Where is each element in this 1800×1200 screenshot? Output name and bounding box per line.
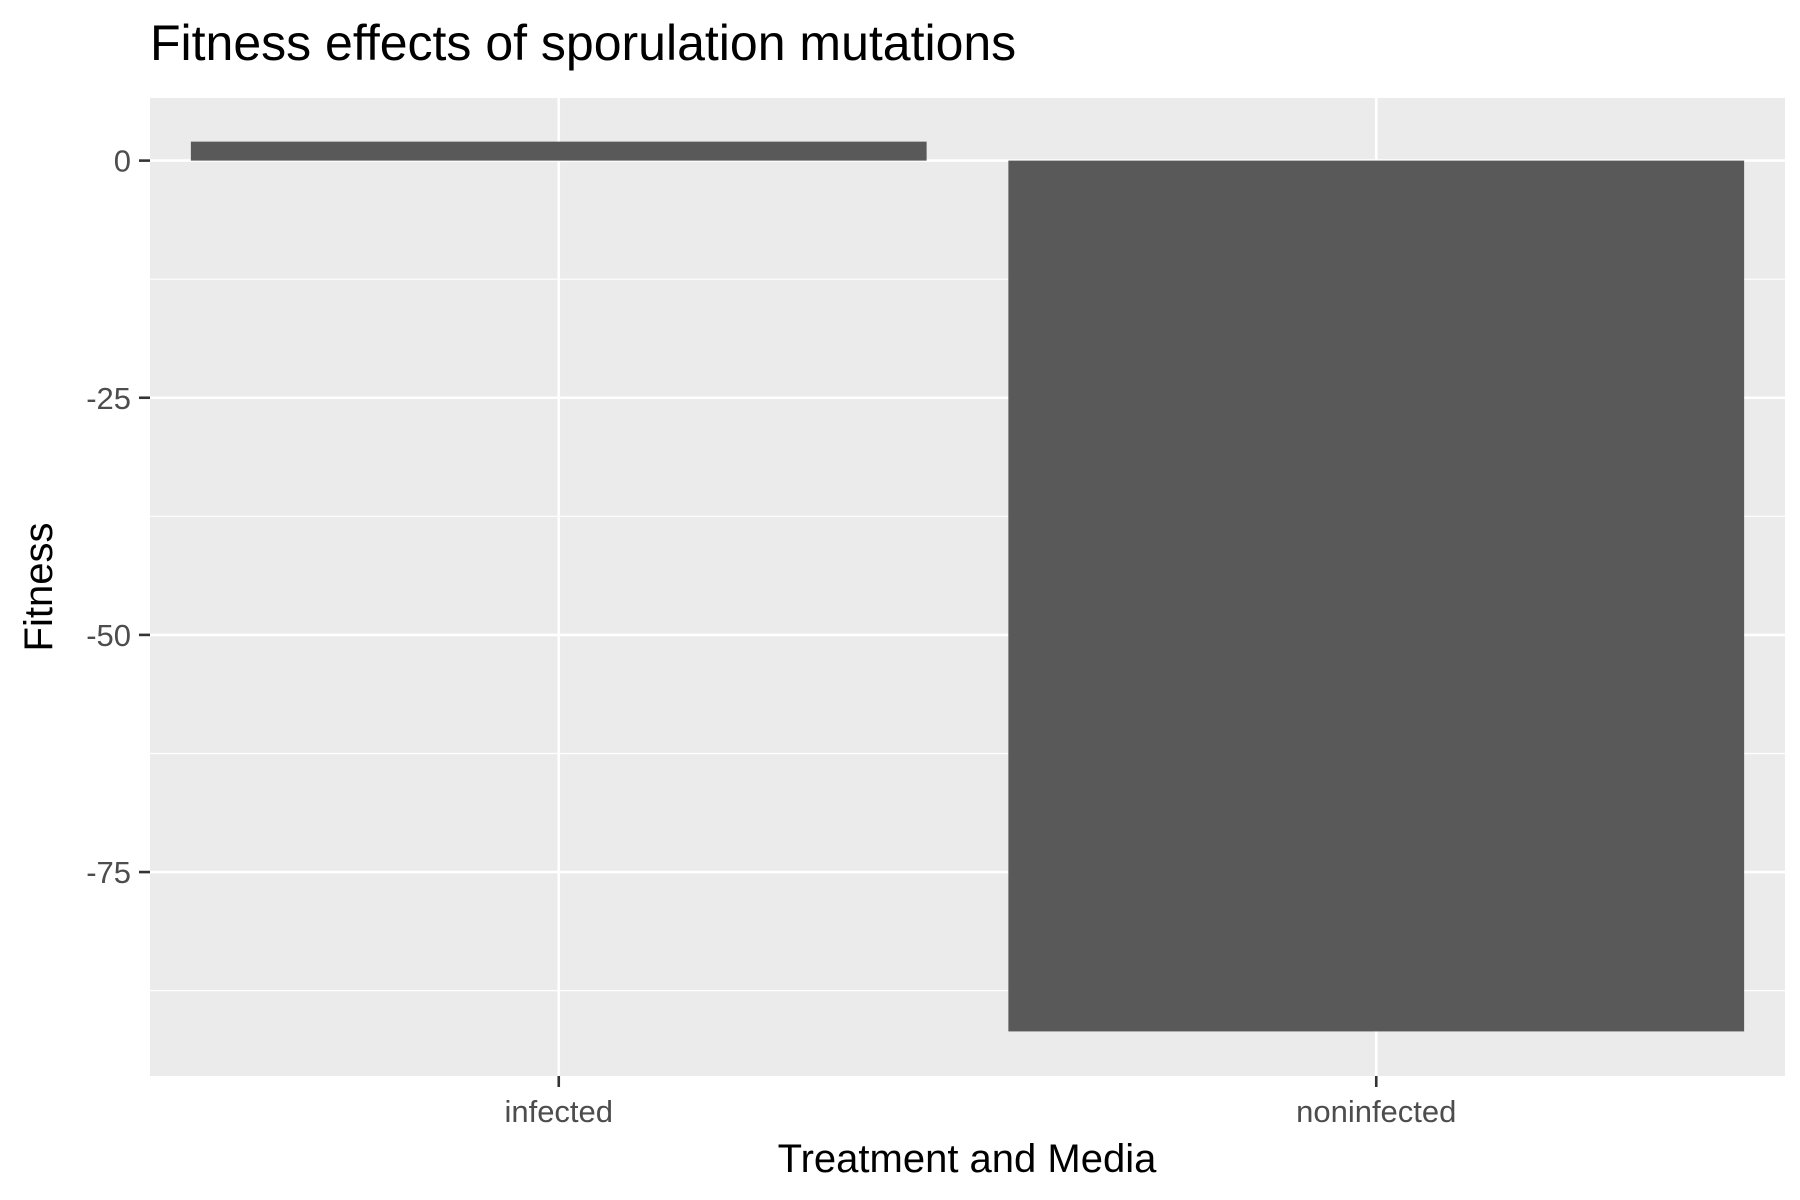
chart-title: Fitness effects of sporulation mutations (150, 15, 1016, 71)
y-tick-label: -75 (86, 855, 131, 890)
y-tick-label: -50 (86, 618, 131, 653)
y-axis: 0 -25 -50 -75 (86, 144, 150, 890)
x-tick-label: infected (504, 1094, 613, 1129)
x-axis-title: Treatment and Media (778, 1137, 1157, 1181)
bars (190, 141, 1745, 1032)
x-axis: infected noninfected (504, 1076, 1456, 1129)
y-tick-label: -25 (86, 381, 131, 416)
x-tick-label: noninfected (1296, 1094, 1456, 1129)
bar-noninfected (1008, 160, 1745, 1032)
y-axis-title: Fitness (17, 523, 61, 652)
y-tick-label: 0 (114, 144, 131, 179)
bar-infected (190, 141, 927, 161)
